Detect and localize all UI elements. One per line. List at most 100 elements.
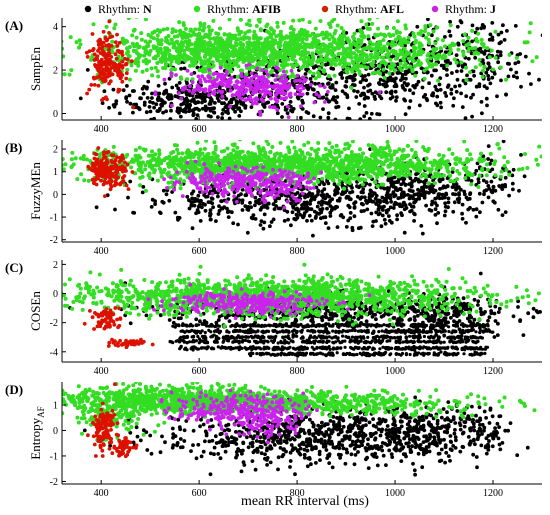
point-j [248, 81, 253, 86]
point-j [301, 75, 305, 80]
point-j [253, 89, 257, 93]
point-n [356, 226, 361, 231]
point-afib [247, 18, 252, 23]
point-n [481, 61, 486, 65]
point-n [208, 102, 213, 106]
legend-marker-j [431, 5, 439, 13]
point-afib [82, 178, 87, 183]
point-afib [163, 46, 168, 51]
point-afib [281, 20, 286, 25]
y-axis-label: SampEn [28, 46, 43, 91]
point-j [301, 79, 306, 84]
point-afib [211, 18, 216, 23]
point-n [100, 101, 105, 105]
point-n [448, 19, 452, 24]
point-afib [504, 77, 508, 82]
point-n [379, 224, 384, 229]
point-afl [107, 62, 112, 67]
point-j [153, 92, 158, 97]
point-n [431, 190, 436, 195]
point-n [413, 121, 417, 125]
point-afib [156, 74, 161, 79]
point-n [352, 83, 357, 88]
legend-marker-afl [321, 5, 329, 13]
point-n [237, 114, 242, 118]
point-afib [170, 67, 175, 71]
point-n [340, 76, 345, 80]
point-afib [303, 55, 308, 60]
point-n [355, 89, 360, 94]
point-n [433, 84, 438, 89]
point-n [343, 84, 348, 89]
point-afib [311, 54, 316, 59]
point-afib [252, 33, 256, 38]
point-afib [137, 45, 142, 49]
point-afib [206, 151, 211, 156]
point-afib [198, 147, 203, 152]
point-j [224, 72, 229, 77]
point-n [226, 215, 231, 220]
point-n [285, 111, 290, 116]
point-afib [464, 78, 469, 83]
point-j [254, 73, 259, 78]
point-j [264, 69, 269, 74]
point-afib [235, 74, 240, 79]
point-afl [95, 57, 99, 62]
point-afib [337, 40, 342, 45]
point-n [459, 69, 464, 73]
point-n [309, 207, 314, 212]
point-n [496, 60, 500, 65]
point-n [382, 217, 387, 222]
point-afib [408, 64, 413, 69]
point-afib [357, 44, 362, 49]
point-n [219, 199, 224, 204]
point-j [210, 81, 215, 85]
point-afib [231, 54, 236, 59]
point-n [253, 203, 257, 208]
point-n [450, 71, 454, 75]
point-afib [349, 55, 354, 60]
point-n [399, 187, 403, 192]
point-afib [375, 18, 380, 19]
point-afib [452, 57, 457, 62]
point-afib [423, 160, 428, 165]
point-n [182, 100, 187, 104]
point-j [202, 77, 207, 81]
point-afib [357, 69, 362, 74]
point-afib [277, 44, 282, 49]
point-n [514, 70, 519, 75]
point-afib [352, 51, 356, 56]
point-n [344, 196, 349, 200]
point-afib [505, 160, 510, 164]
point-afib [169, 37, 174, 42]
point-afib [485, 167, 490, 172]
point-afib [313, 76, 318, 81]
point-n [487, 65, 492, 70]
point-n [462, 62, 467, 67]
point-afib [258, 28, 263, 33]
point-afl [117, 88, 122, 92]
point-n [305, 91, 310, 96]
point-n [467, 196, 472, 201]
point-n [383, 221, 388, 226]
point-afib [375, 56, 379, 61]
point-j [281, 90, 285, 95]
point-n [331, 67, 336, 71]
point-n [465, 128, 469, 132]
point-afib [283, 47, 288, 52]
legend-label-n: Rhythm: N [98, 2, 152, 16]
point-afib [347, 46, 352, 51]
point-afib [378, 32, 383, 37]
point-afl [104, 59, 108, 64]
point-n [404, 76, 408, 81]
point-afib [379, 55, 384, 60]
point-afib [470, 46, 475, 51]
point-n [519, 84, 523, 89]
point-n [153, 202, 158, 207]
point-n [169, 93, 173, 97]
point-j [239, 87, 244, 92]
point-afib [319, 32, 324, 37]
point-afib [413, 73, 418, 78]
point-afib [264, 45, 269, 50]
point-n [504, 92, 508, 97]
